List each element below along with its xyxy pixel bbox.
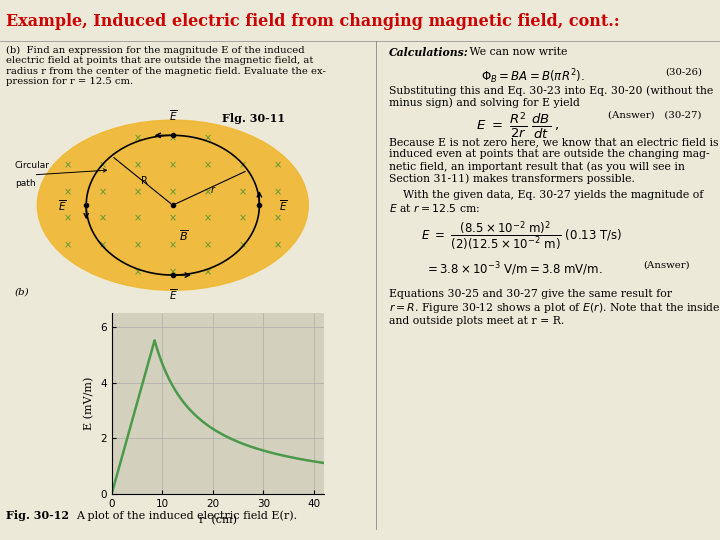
Y-axis label: E (mV/m): E (mV/m): [84, 377, 94, 430]
Text: ×: ×: [204, 160, 212, 170]
Text: We can now write: We can now write: [466, 47, 567, 57]
Text: Circular: Circular: [14, 161, 50, 170]
Text: (Answer)   (30-27): (Answer) (30-27): [608, 111, 702, 120]
Text: ×: ×: [134, 213, 142, 224]
Text: A plot of the induced electric field E(r).: A plot of the induced electric field E(r…: [76, 510, 297, 521]
Text: (b)  Find an expression for the magnitude E of the induced
electric field at poi: (b) Find an expression for the magnitude…: [6, 46, 325, 86]
Text: Substituting this and Eq. 30-23 into Eq. 30-20 (without the
minus sign) and solv: Substituting this and Eq. 30-23 into Eq.…: [389, 85, 713, 108]
Text: $\overline{E}$: $\overline{E}$: [58, 198, 66, 213]
Text: r: r: [210, 185, 215, 195]
Text: ×: ×: [134, 133, 142, 144]
Text: ×: ×: [168, 267, 177, 277]
Text: ×: ×: [274, 187, 282, 197]
Text: ×: ×: [239, 213, 247, 224]
Text: (b): (b): [14, 287, 30, 296]
Text: Flg. 30-11: Flg. 30-11: [222, 113, 284, 124]
Text: ×: ×: [204, 187, 212, 197]
Text: path: path: [14, 179, 35, 188]
Text: ×: ×: [168, 240, 177, 251]
Text: ×: ×: [99, 213, 107, 224]
Text: ×: ×: [134, 187, 142, 197]
Text: $= 3.8\times 10^{-3}\ \mathrm{V/m} = 3.8\ \mathrm{mV/m}.$: $= 3.8\times 10^{-3}\ \mathrm{V/m} = 3.8…: [425, 261, 603, 279]
Text: $E\ =\ \dfrac{(8.5\times 10^{-2}\ \mathrm{m})^2}{(2)(12.5\times 10^{-2}\ \mathrm: $E\ =\ \dfrac{(8.5\times 10^{-2}\ \mathr…: [421, 219, 623, 253]
Text: ×: ×: [239, 187, 247, 197]
Text: ×: ×: [134, 160, 142, 170]
Text: Example, Induced electric field from changing magnetic field, cont.:: Example, Induced electric field from cha…: [6, 14, 619, 30]
Text: $\Phi_B = BA = B(\pi R^2).$: $\Phi_B = BA = B(\pi R^2).$: [481, 68, 585, 86]
Text: ×: ×: [274, 240, 282, 251]
Text: ×: ×: [99, 187, 107, 197]
Ellipse shape: [37, 120, 308, 291]
Text: ×: ×: [168, 187, 177, 197]
Text: Because E is not zero here, we know that an electric field is
induced even at po: Because E is not zero here, we know that…: [389, 138, 719, 184]
Text: $\overline{E}$: $\overline{E}$: [168, 287, 177, 302]
Text: $\overline{E}$: $\overline{E}$: [168, 109, 177, 123]
Text: ×: ×: [99, 160, 107, 170]
Text: Equations 30-25 and 30-27 give the same result for
$r = R$. Figure 30-12 shows a: Equations 30-25 and 30-27 give the same …: [389, 289, 720, 327]
Text: Calculations:: Calculations:: [389, 47, 469, 58]
Text: $E\ =\ \dfrac{R^2}{2r}\ \dfrac{dB}{dt}\ ,$: $E\ =\ \dfrac{R^2}{2r}\ \dfrac{dB}{dt}\ …: [477, 111, 560, 141]
Text: ×: ×: [274, 213, 282, 224]
Text: ×: ×: [63, 187, 71, 197]
Text: ×: ×: [239, 160, 247, 170]
Text: $\overline{E}$: $\overline{E}$: [279, 198, 288, 213]
Text: ×: ×: [63, 160, 71, 170]
Text: R: R: [141, 176, 148, 186]
Text: ×: ×: [134, 240, 142, 251]
Text: ×: ×: [204, 267, 212, 277]
Text: ×: ×: [274, 160, 282, 170]
Text: ×: ×: [204, 133, 212, 144]
Text: ×: ×: [63, 240, 71, 251]
X-axis label: r  (cm): r (cm): [199, 515, 237, 525]
Text: ×: ×: [168, 160, 177, 170]
Text: ×: ×: [63, 213, 71, 224]
Text: ×: ×: [99, 240, 107, 251]
Text: ×: ×: [168, 133, 177, 144]
Text: ×: ×: [134, 267, 142, 277]
Text: $\overline{B}$: $\overline{B}$: [179, 228, 189, 243]
Text: (Answer): (Answer): [643, 261, 690, 270]
Text: Fig. 30-12: Fig. 30-12: [6, 510, 69, 521]
Text: With the given data, Eq. 30-27 yields the magnitude of
$E$ at $r = 12.5$ cm:: With the given data, Eq. 30-27 yields th…: [389, 190, 703, 214]
Text: ×: ×: [204, 240, 212, 251]
Text: ×: ×: [168, 213, 177, 224]
Text: ×: ×: [204, 213, 212, 224]
Text: (30-26): (30-26): [665, 68, 702, 77]
Text: ×: ×: [239, 240, 247, 251]
